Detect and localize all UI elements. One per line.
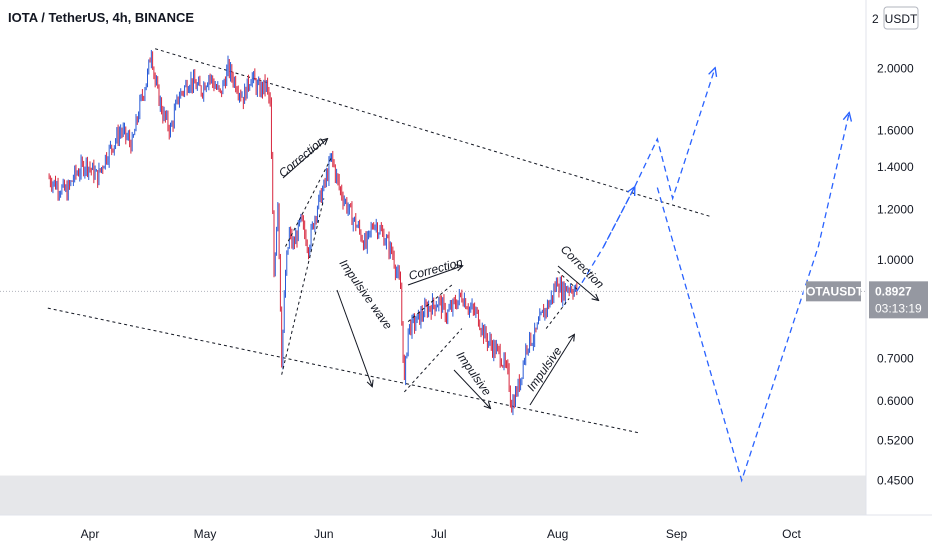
annotation-arrow [336,289,372,386]
wave-channel-line [403,328,463,393]
symbol-price-tag: IOTAUSDT 0.8927 03:13:19 [803,281,928,319]
time-tick-label: Jul [431,527,446,541]
projection-node-arrow [603,188,635,247]
time-tick-label: Sep [666,527,688,541]
trendlines [47,48,712,434]
price-tick-label: 2.0000 [877,62,914,76]
candles [48,49,578,416]
price-tick-label: 0.6000 [877,394,914,408]
wave-channel-line [285,157,332,247]
chart-title: IOTA / TetherUS, 4h, BINANCE [8,10,194,25]
symbol-tag [806,281,861,302]
time-tick-label: Apr [81,527,100,541]
price-tick-label: 0.4500 [877,473,914,487]
wave-channel-line [545,298,570,329]
lower-price-band [0,475,866,515]
time-tick-label: Aug [547,527,568,541]
price-tag [869,281,928,319]
currency-label: USDT [885,12,918,26]
time-axis[interactable]: Apr May Jun Jul Aug Sep Oct [81,527,802,541]
last-price-label: 0.8927 [875,284,912,298]
price-tick-label: 1.0000 [877,253,914,267]
price-tick-label: 0.7000 [877,351,914,365]
lower-price-band-area [0,475,866,515]
price-tick-label: 1.2000 [877,203,914,217]
time-tick-label: May [194,527,217,541]
time-tick-label: Jun [314,527,333,541]
annotation-arrow [282,139,327,179]
wave-channel-line [407,282,455,322]
price-tick-label: 1.4000 [877,160,914,174]
time-tick-label: Oct [782,527,801,541]
lower-trendline[interactable] [47,307,639,434]
symbol-label: IOTAUSDT [803,284,864,298]
alternate-projection-path[interactable] [656,114,849,483]
price-axis[interactable]: 2.0000 1.6000 1.4000 1.2000 1.0000 0.7000 0.60… [877,62,914,488]
countdown-label: 03:13:19 [875,301,922,315]
annotation-arrow [557,265,598,300]
wave-channel-line [281,198,325,375]
annotation-arrow [407,266,462,286]
annotation-arrow [453,369,490,408]
bullish-projection-path[interactable] [576,69,715,292]
wave-channel-line [557,270,578,290]
price-tick-label: 1.6000 [877,123,914,137]
currency-badge[interactable] [883,6,919,30]
annotation-arrow [529,335,574,406]
upper-trendline[interactable] [155,48,712,218]
wave-pattern-lines [281,157,578,393]
clipped-price-label: 2 [872,12,879,26]
price-tick-label: 0.5200 [877,433,914,447]
projection-paths [576,69,849,483]
